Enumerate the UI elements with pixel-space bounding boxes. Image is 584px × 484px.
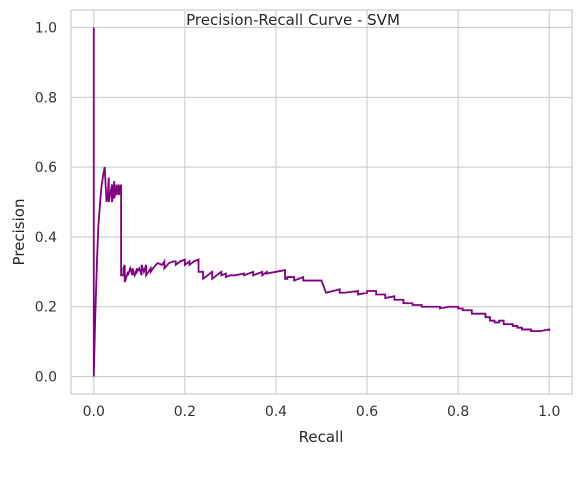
x-tick-label: 0.0 <box>83 404 105 420</box>
x-tick-label: 0.6 <box>356 404 378 420</box>
y-tick-labels: 0.0 0.2 0.4 0.6 0.8 1.0 <box>35 20 57 385</box>
y-tick-label: 0.6 <box>35 160 57 176</box>
x-tick-label: 0.4 <box>265 404 287 420</box>
x-tick-labels: 0.0 0.2 0.4 0.6 0.8 1.0 <box>83 404 561 420</box>
y-tick-label: 0.2 <box>35 300 57 316</box>
y-tick-label: 0.0 <box>35 370 57 386</box>
y-axis-label: Precision <box>10 199 28 266</box>
x-tick-label: 1.0 <box>538 404 560 420</box>
x-axis-label: Recall <box>299 428 344 446</box>
chart-title: Precision-Recall Curve - SVM <box>186 11 400 29</box>
y-tick-label: 0.4 <box>35 230 57 246</box>
y-tick-label: 1.0 <box>35 20 57 36</box>
series-layer <box>92 27 551 377</box>
plot-frame <box>70 9 573 395</box>
grid <box>71 10 572 394</box>
y-tick-label: 0.8 <box>35 90 57 106</box>
x-tick-label: 0.2 <box>174 404 196 420</box>
x-tick-label: 0.8 <box>447 404 469 420</box>
pr-curve-line <box>92 27 551 377</box>
